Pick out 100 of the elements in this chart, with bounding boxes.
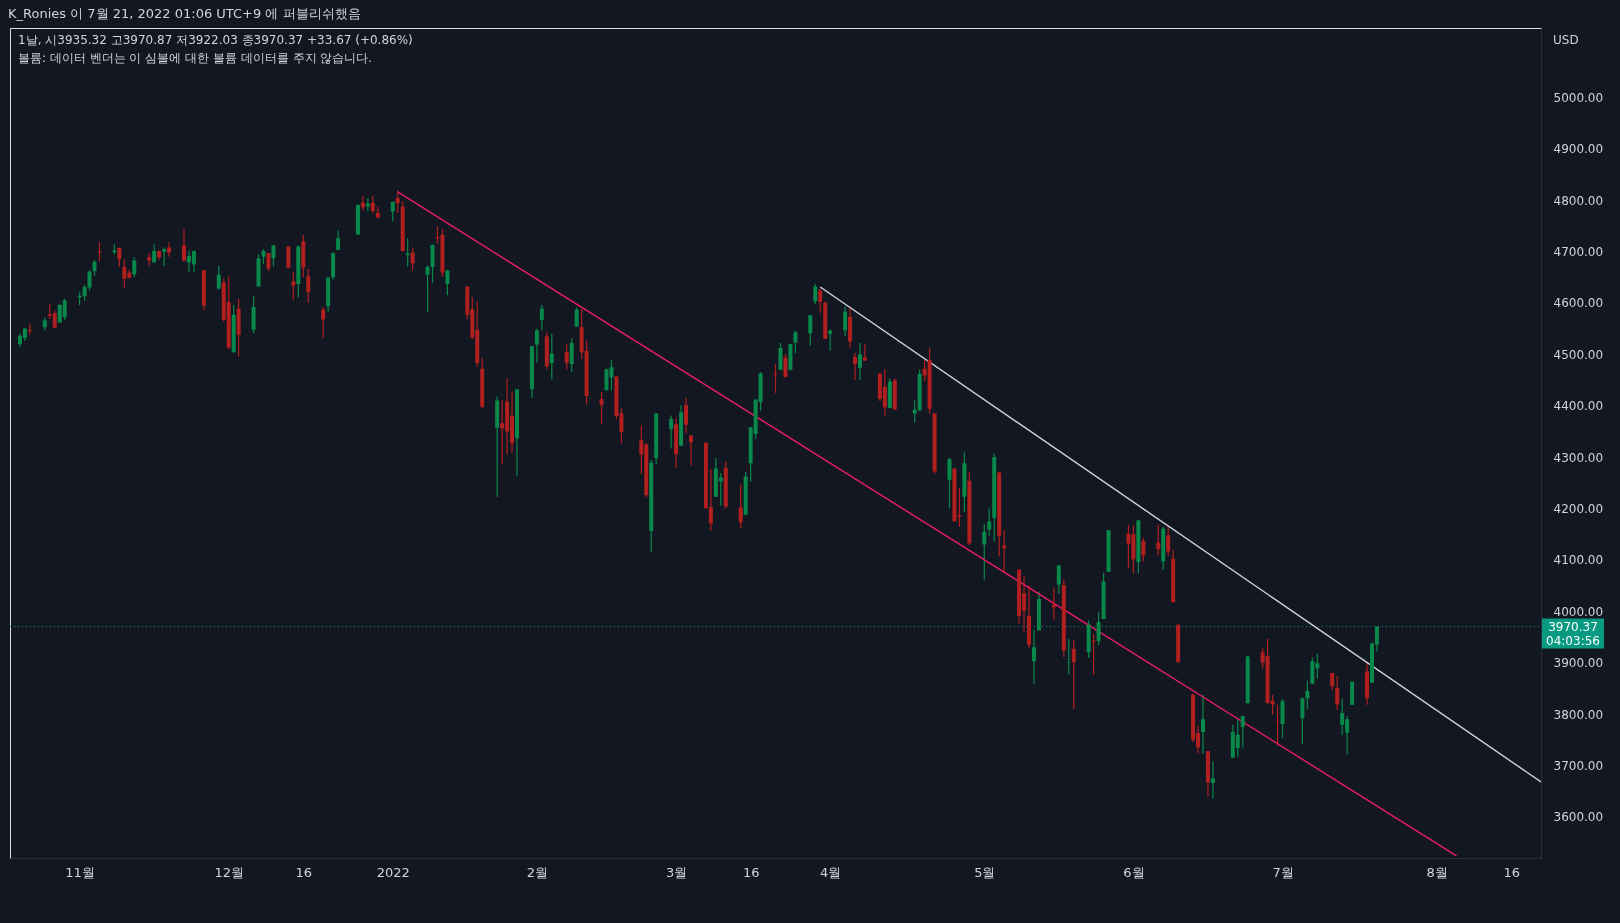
y-tick-label: 4600.00 (1553, 296, 1604, 311)
candlestick (649, 459, 654, 553)
candlestick (1171, 549, 1176, 604)
candlestick (1136, 519, 1141, 574)
chart-title: 1날, 시3935.32 고3970.87 저3922.03 종3970.37 +33.67 (+0.86%) (18, 33, 413, 47)
x-tick-label: 6월 (1123, 864, 1145, 880)
candlestick (1031, 629, 1036, 685)
text: 04:03:56 (1546, 633, 1600, 648)
candlestick (1096, 611, 1101, 646)
candlestick (410, 246, 415, 272)
candlestick (743, 471, 748, 516)
candlestick (271, 244, 276, 268)
candlestick (828, 328, 833, 352)
x-tick-label: 16 (295, 864, 313, 880)
candlestick (122, 258, 127, 289)
candlestick (117, 246, 122, 268)
candlestick (778, 342, 783, 371)
candlestick (862, 342, 867, 362)
candlestick (654, 412, 659, 465)
candlestick (1240, 715, 1245, 749)
candlestick (395, 189, 400, 214)
candlestick (723, 460, 728, 510)
candlestick (534, 328, 539, 364)
candlestick (783, 353, 788, 379)
candlestick (97, 241, 102, 262)
x-tick-label: 16 (1503, 864, 1520, 880)
candlestick (1280, 698, 1285, 739)
y-tick-label: 4700.00 (1553, 245, 1604, 260)
x-tick-label: 16 (742, 864, 760, 880)
y-tick-label: 4200.00 (1553, 502, 1604, 517)
candlestick (390, 201, 395, 222)
candlestick (932, 412, 937, 475)
candlestick (445, 268, 450, 296)
candlestick (684, 396, 689, 434)
candlestick (236, 298, 241, 357)
candlestick (604, 368, 609, 391)
candlestick (1200, 693, 1205, 755)
candlestick (87, 269, 92, 292)
candlestick (987, 507, 992, 537)
candlestick (500, 399, 505, 465)
candlestick (1106, 529, 1111, 573)
y-tick-label: 3600.00 (1553, 810, 1604, 825)
candlestick (1156, 523, 1161, 556)
candlestick (495, 395, 500, 498)
candlestick (336, 229, 341, 251)
candlestick (843, 305, 848, 337)
candlestick (793, 330, 798, 354)
candlestick (162, 246, 167, 267)
candlestick (256, 253, 261, 288)
candlestick (1161, 525, 1166, 571)
candlestick (997, 471, 1002, 557)
x-tick-label: 5월 (974, 864, 996, 880)
candlestick (1166, 525, 1171, 557)
x-tick-label: 3월 (665, 864, 688, 880)
x-tick-label: 7월 (1272, 864, 1294, 880)
candlestick (858, 342, 862, 381)
candlestick (400, 200, 405, 253)
candlestick (887, 377, 892, 409)
candlestick (564, 342, 569, 370)
candlestick (27, 322, 32, 336)
candlestick (574, 306, 579, 328)
candlestick (1017, 568, 1022, 625)
y-tick-label: 3900.00 (1553, 656, 1604, 671)
candlestick (1335, 675, 1340, 711)
candlestick (326, 276, 331, 313)
candlestick (1061, 578, 1066, 658)
candlestick (1071, 639, 1076, 710)
candlestick (301, 234, 306, 278)
y-tick-label: 4000.00 (1553, 604, 1604, 619)
candlestick (321, 306, 326, 340)
candlestick (291, 271, 296, 301)
x-tick-label: 2022 (376, 864, 410, 880)
x-tick-label: 2월 (526, 864, 549, 880)
y-tick-label: 4500.00 (1553, 347, 1604, 362)
candlestick (216, 265, 221, 291)
candlestick (1205, 750, 1210, 797)
candlestick (251, 295, 256, 334)
candlestick (813, 283, 818, 305)
y-tick-label: 4400.00 (1553, 399, 1604, 414)
candlestick (1245, 655, 1250, 704)
candlestick (167, 241, 172, 258)
candlestick (1101, 572, 1106, 620)
candlestick (539, 304, 544, 331)
candlestick (1305, 680, 1310, 710)
y-axis-title: USD (1553, 33, 1579, 47)
candlestick (355, 204, 360, 236)
x-tick-label: 4월 (820, 864, 842, 880)
candlestick (962, 451, 967, 513)
candlestick (947, 457, 952, 509)
candlestick (201, 269, 206, 311)
candlestick (1365, 661, 1370, 706)
candlestick (952, 467, 957, 522)
candlestick (1275, 704, 1280, 747)
candlestick (773, 363, 778, 394)
candlestick (599, 391, 604, 425)
y-tick-label: 3800.00 (1553, 707, 1604, 722)
candlestick (1235, 718, 1240, 758)
candlestick (425, 264, 430, 313)
candlestick (226, 275, 231, 350)
candlestick (818, 287, 823, 314)
